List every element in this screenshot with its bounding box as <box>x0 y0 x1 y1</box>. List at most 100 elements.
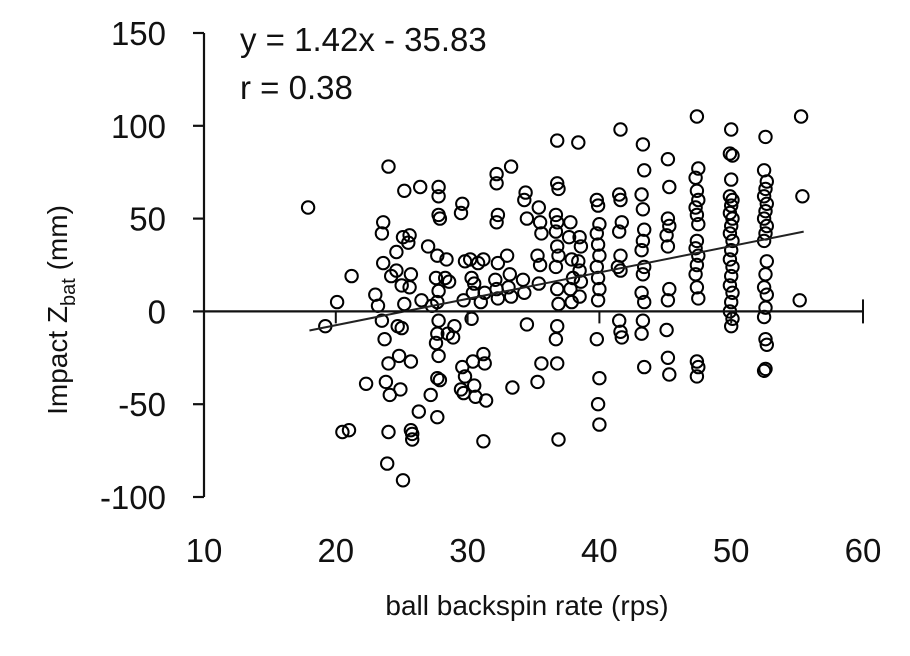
data-point <box>725 259 740 275</box>
data-point <box>724 122 739 137</box>
data-point <box>464 311 479 326</box>
y-tick-label: -50 <box>118 386 166 423</box>
data-point <box>489 176 504 191</box>
data-point <box>517 192 532 208</box>
data-point <box>438 270 453 286</box>
data-point <box>637 222 652 237</box>
data-point <box>488 272 503 287</box>
data-point <box>758 267 773 282</box>
data-point <box>430 326 445 341</box>
data-point <box>402 228 417 243</box>
data-point <box>662 179 677 195</box>
data-point <box>519 317 535 332</box>
x-tick-label: 10 <box>186 532 223 569</box>
data-point <box>635 267 651 282</box>
data-point <box>724 243 739 258</box>
data-point <box>589 226 604 241</box>
data-point <box>662 218 677 234</box>
regression-equation: y = 1.42x - 35.83 <box>240 21 487 58</box>
data-point <box>389 244 404 260</box>
data-point <box>613 263 628 278</box>
data-point <box>430 410 445 425</box>
data-point <box>691 192 706 208</box>
data-point <box>637 163 652 178</box>
data-point <box>531 200 546 215</box>
data-point <box>722 252 738 267</box>
data-point <box>447 319 462 334</box>
data-point <box>659 322 674 338</box>
data-point <box>453 205 469 221</box>
data-point <box>612 313 627 328</box>
data-point <box>397 183 412 199</box>
data-point <box>614 330 629 345</box>
data-point <box>592 217 607 232</box>
data-point <box>589 332 604 347</box>
data-point <box>502 267 517 282</box>
data-point <box>430 371 445 386</box>
data-point <box>534 226 549 241</box>
data-point <box>341 423 357 438</box>
data-point <box>689 257 705 273</box>
data-point <box>428 270 444 286</box>
data-point <box>572 289 587 304</box>
data-point <box>660 350 676 365</box>
data-point <box>420 239 436 254</box>
data-point <box>660 293 676 308</box>
data-point <box>725 311 740 326</box>
data-point <box>724 172 739 187</box>
data-point <box>413 179 428 195</box>
data-point <box>590 198 606 213</box>
x-axis-title: ball backspin rate (rps) <box>385 590 668 621</box>
data-point <box>722 146 738 161</box>
data-point <box>551 296 566 312</box>
data-point <box>550 133 565 148</box>
data-point <box>592 371 607 386</box>
data-point <box>691 161 706 176</box>
data-point <box>590 397 606 412</box>
data-point <box>428 335 444 351</box>
data-point <box>530 374 545 390</box>
data-point <box>501 280 516 295</box>
y-tick-label: 100 <box>111 108 166 145</box>
data-point <box>563 215 578 230</box>
data-point <box>637 259 652 275</box>
data-point <box>614 215 629 230</box>
data-point <box>722 226 738 241</box>
y-tick-label: 50 <box>129 201 166 238</box>
data-point <box>759 218 774 234</box>
data-point <box>432 211 448 226</box>
data-point <box>394 320 409 336</box>
points-layer <box>300 109 810 488</box>
data-point <box>532 257 548 273</box>
data-point <box>431 179 446 195</box>
data-point <box>691 217 706 232</box>
data-point <box>551 181 566 197</box>
correlation-coefficient: r = 0.38 <box>240 69 353 106</box>
data-point <box>795 189 810 204</box>
data-point <box>515 272 531 287</box>
data-point <box>758 361 773 377</box>
y-tick-labels: 150 100 50 0 -50 -100 <box>100 15 166 516</box>
data-point <box>635 233 651 249</box>
data-point <box>758 332 773 347</box>
data-point <box>759 254 774 269</box>
data-point <box>519 211 535 226</box>
data-point <box>403 267 419 282</box>
data-point <box>370 298 386 313</box>
data-point <box>376 215 391 230</box>
data-point <box>411 404 426 419</box>
data-point <box>612 187 627 202</box>
x-tick-label: 50 <box>713 532 750 569</box>
data-point <box>722 278 738 293</box>
x-tick-label: 30 <box>449 532 486 569</box>
y-tick-label: 150 <box>111 15 166 52</box>
data-point <box>758 300 773 315</box>
data-point <box>381 424 396 440</box>
data-point <box>441 274 457 289</box>
data-point <box>550 176 565 191</box>
data-point <box>490 207 506 223</box>
y-tick-label: -100 <box>100 479 166 516</box>
data-point <box>518 185 533 200</box>
y-axis-title-subscript: bat <box>58 278 80 306</box>
